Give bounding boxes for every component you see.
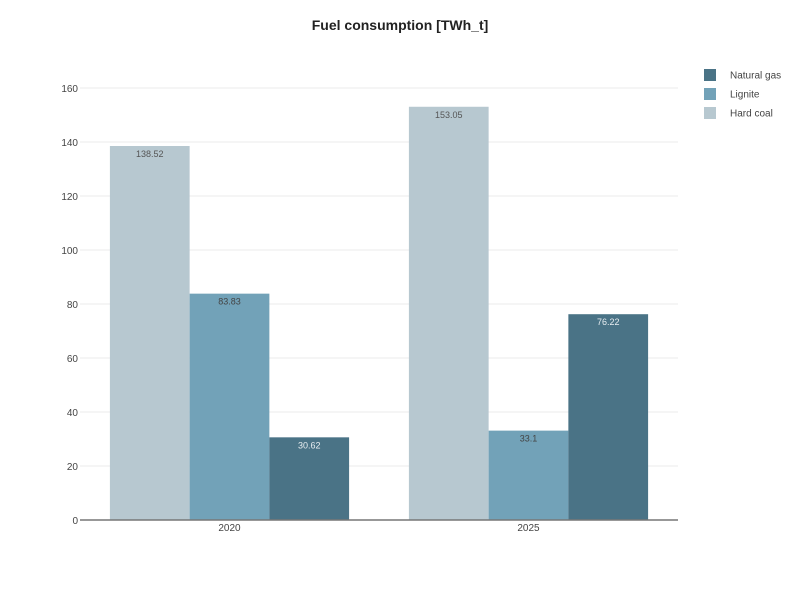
y-tick-label: 80	[67, 300, 79, 311]
data-labels: 138.52 83.83 30.62 153.05 33.1 76.22	[136, 110, 619, 451]
y-tick-label: 40	[67, 408, 79, 419]
bar-natural-gas-2025	[568, 314, 649, 520]
bar-hard-coal-2025	[408, 106, 489, 520]
x-tick-label: 2020	[218, 523, 241, 534]
legend-label: Hard coal	[730, 109, 773, 120]
data-label: 83.83	[218, 297, 241, 307]
y-tick-label: 120	[61, 192, 78, 203]
data-label: 76.22	[597, 317, 620, 327]
legend-label: Natural gas	[730, 71, 781, 82]
y-tick-label: 20	[67, 462, 79, 473]
bar-lignite-2025	[488, 430, 569, 520]
legend-label: Lignite	[730, 90, 760, 101]
y-tick-label: 140	[61, 138, 78, 149]
legend-swatch	[704, 107, 716, 119]
legend-swatch	[704, 69, 716, 81]
y-axis-ticks: 0 20 40 60 80 100 120 140 160	[61, 84, 78, 527]
y-tick-label: 0	[72, 516, 78, 527]
legend-swatch	[704, 88, 716, 100]
data-label: 33.1	[520, 434, 538, 444]
chart-title: Fuel consumption [TWh_t]	[312, 17, 489, 33]
legend: Natural gas Lignite Hard coal	[704, 69, 781, 120]
y-tick-label: 60	[67, 354, 79, 365]
bars	[109, 106, 649, 520]
bar-hard-coal-2020	[109, 145, 190, 520]
bar-lignite-2020	[189, 293, 270, 520]
y-tick-label: 160	[61, 84, 78, 95]
x-tick-label: 2025	[517, 523, 540, 534]
x-axis-ticks: 2020 2025	[218, 523, 540, 534]
bar-natural-gas-2020	[269, 437, 350, 520]
data-label: 138.52	[136, 149, 164, 159]
data-label: 153.05	[435, 110, 463, 120]
data-label: 30.62	[298, 440, 321, 450]
y-tick-label: 100	[61, 246, 78, 257]
